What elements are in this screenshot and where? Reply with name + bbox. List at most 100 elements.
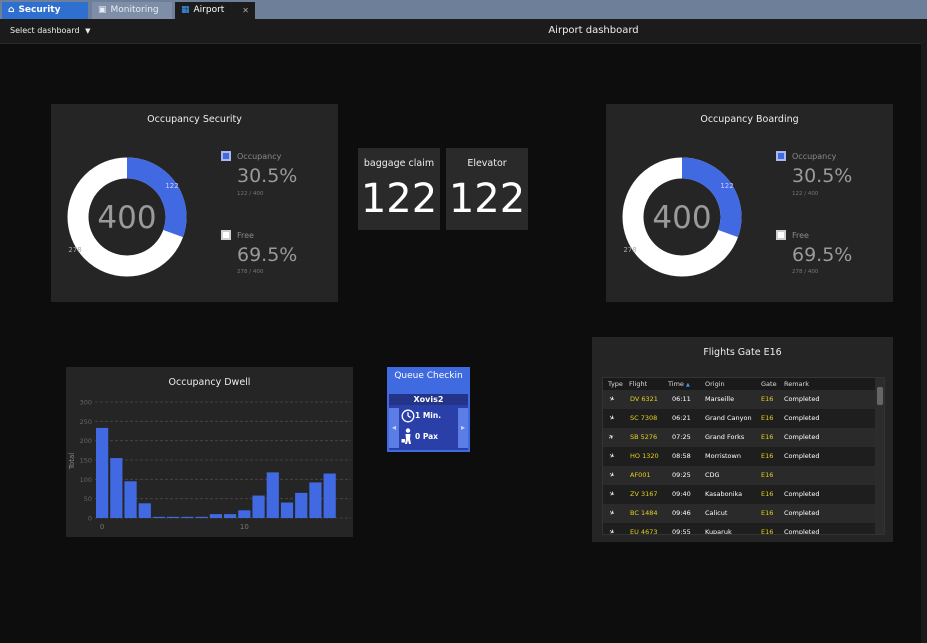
occupancy-security-panel: Occupancy Security 400 122 278 Occupancy… xyxy=(51,104,338,302)
home-icon: ⌂ xyxy=(8,5,15,15)
queue-title: Queue Checkin xyxy=(394,371,463,381)
queue-checkin-widget: Queue Checkin Xovis2 ◂ ▸ 1 Min. 0 Pax xyxy=(387,367,470,452)
chart-bar xyxy=(138,503,151,518)
chart-bar xyxy=(238,510,251,518)
chart-title: Occupancy Dwell xyxy=(168,377,251,388)
arrival-icon: ✈ xyxy=(607,527,617,535)
page-title: Airport dashboard xyxy=(548,25,639,36)
chart-bar xyxy=(309,482,322,518)
y-axis-label: Total xyxy=(68,453,76,470)
flight-origin: Kuparuk xyxy=(705,528,732,535)
flight-origin: Grand Forks xyxy=(705,433,745,441)
tab-airport-dashboard[interactable]: ▦Airport dash... ✕ xyxy=(175,2,255,32)
close-icon[interactable]: ✕ xyxy=(242,6,249,15)
legend-occupancy-percent: 30.5% xyxy=(237,165,298,187)
queue-next-arrow[interactable]: ▸ xyxy=(458,408,468,448)
table-scrollbar[interactable] xyxy=(875,378,884,534)
table-row[interactable]: ✈ SC 7308 06:21 Grand Canyon E16 Completed xyxy=(603,409,875,428)
flight-gate: E16 xyxy=(761,528,774,535)
donut-occupied-label: 122 xyxy=(165,182,178,190)
table-row[interactable]: ✈ BC 1484 09:46 Calicut E16 Completed xyxy=(603,504,875,523)
flight-gate: E16 xyxy=(761,433,774,441)
donut-center-value: 400 xyxy=(652,200,711,236)
legend-occupancy-percent: 30.5% xyxy=(792,165,853,187)
dashboard-icon: ▦ xyxy=(181,5,190,15)
chevron-down-icon: ▼ xyxy=(85,27,91,35)
clock-icon xyxy=(401,409,415,423)
flight-remark: Completed xyxy=(784,414,820,422)
panel-title: Flights Gate E16 xyxy=(703,347,782,358)
flight-gate: E16 xyxy=(761,471,774,479)
tab-label: Monitoring xyxy=(110,5,159,15)
legend-free-sub: 278 / 400 xyxy=(792,269,819,275)
col-header-gate[interactable]: Gate xyxy=(761,380,777,388)
kpi-elevator: Elevator 122 xyxy=(446,148,528,230)
flight-origin: CDG xyxy=(705,471,720,479)
flight-number: EU 4673 xyxy=(630,528,658,535)
table-row[interactable]: ✈ DV 6321 06:11 Marseille E16 Completed xyxy=(603,390,875,409)
table-row[interactable]: ✈ HO 1320 08:58 Morristown E16 Completed xyxy=(603,447,875,466)
tab-security-desk[interactable]: ⌂Security Desk xyxy=(2,2,88,32)
flight-number: AF001 xyxy=(630,471,651,479)
legend-free-label: Free xyxy=(792,231,809,240)
flight-number: ZV 3167 xyxy=(630,490,658,498)
x-tick-label: 10 xyxy=(240,523,249,531)
y-tick-label: 250 xyxy=(80,418,92,426)
scrollbar-thumb[interactable] xyxy=(877,387,883,405)
table-row[interactable]: ✈ EU 4673 09:55 Kuparuk E16 Completed xyxy=(603,523,875,535)
queue-wait-time: 1 Min. xyxy=(415,411,442,420)
legend-occupancy-swatch xyxy=(221,151,231,161)
col-header-time[interactable]: Time ▲ xyxy=(668,378,690,391)
col-header-remark[interactable]: Remark xyxy=(784,380,809,388)
col-header-origin[interactable]: Origin xyxy=(705,380,725,388)
chart-bar xyxy=(323,473,336,518)
arrival-icon: ✈ xyxy=(607,413,617,423)
legend-occupancy-label: Occupancy xyxy=(237,152,282,161)
y-tick-label: 300 xyxy=(80,399,92,407)
occupancy-boarding-panel: Occupancy Boarding 400 122 278 Occupancy… xyxy=(606,104,893,302)
y-tick-label: 150 xyxy=(80,457,92,465)
table-row[interactable]: ✈ SB 5276 07:25 Grand Forks E16 Completed xyxy=(603,428,875,447)
tab-bar: ⌂Security Desk ▣Monitoring ▦Airport dash… xyxy=(0,0,927,32)
occupancy-security-donut: 400 122 278 xyxy=(67,157,187,277)
flight-number: SB 5276 xyxy=(630,433,658,441)
flight-time: 09:25 xyxy=(672,471,691,479)
queue-pax-count: 0 Pax xyxy=(415,432,439,441)
flight-origin: Calicut xyxy=(705,509,728,517)
kpi-baggage-claim: baggage claim 122 xyxy=(358,148,440,230)
queue-name: Xovis2 xyxy=(389,394,468,405)
flight-origin: Kasabonika xyxy=(705,490,743,498)
select-dashboard-dropdown[interactable]: Select dashboard ▼ xyxy=(10,19,90,43)
chart-bar xyxy=(195,516,208,518)
y-tick-label: 200 xyxy=(80,437,92,445)
flight-gate: E16 xyxy=(761,490,774,498)
donut-center-value: 400 xyxy=(97,200,156,236)
kpi-label: Elevator xyxy=(467,158,507,169)
chart-bar xyxy=(152,516,166,518)
arrival-icon: ✈ xyxy=(607,470,617,480)
flight-origin: Marseille xyxy=(705,395,735,403)
queue-prev-arrow[interactable]: ◂ xyxy=(389,408,399,448)
tab-monitoring[interactable]: ▣ Monitoring xyxy=(92,2,172,19)
x-tick-label: 0 xyxy=(100,523,104,531)
flight-gate: E16 xyxy=(761,509,774,517)
occupancy-boarding-donut: 400 122 278 xyxy=(622,157,742,277)
flights-table: Type Flight Time ▲ Origin Gate Remark ✈ D… xyxy=(602,377,885,535)
table-row[interactable]: ✈ AF001 09:25 CDG E16 xyxy=(603,466,875,485)
legend-occupancy-sub: 122 / 400 xyxy=(792,191,819,197)
chart-bar xyxy=(181,516,194,518)
flight-time: 09:46 xyxy=(672,509,691,517)
donut-occupied-label: 122 xyxy=(720,182,733,190)
right-edge-bar xyxy=(921,43,927,643)
table-row[interactable]: ✈ ZV 3167 09:40 Kasabonika E16 Completed xyxy=(603,485,875,504)
y-tick-label: 0 xyxy=(88,515,92,523)
legend-free-swatch xyxy=(776,230,786,240)
col-header-type[interactable]: Type xyxy=(608,380,623,388)
flight-gate: E16 xyxy=(761,452,774,460)
flight-number: SC 7308 xyxy=(630,414,658,422)
select-dashboard-label: Select dashboard xyxy=(10,26,80,35)
legend-free-label: Free xyxy=(237,231,254,240)
col-header-flight[interactable]: Flight xyxy=(629,380,648,388)
sort-ascending-icon: ▲ xyxy=(686,382,690,388)
kpi-label: baggage claim xyxy=(363,158,435,169)
